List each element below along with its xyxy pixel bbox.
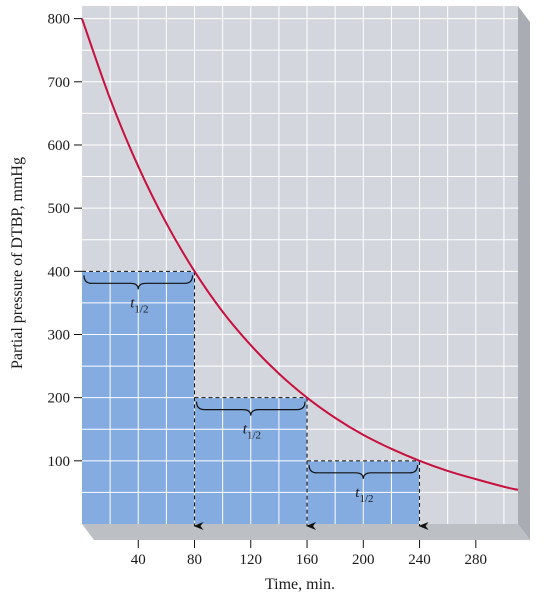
decay-curve [81,18,519,491]
half-life-brace-1 [83,275,194,290]
y-tick-label: 300 [48,327,71,343]
y-tick-label: 600 [48,138,71,154]
axis-ticks: 100 200 300 400 500 600 700 800 40 80 120 160 200 240… [48,12,488,568]
x-tick-label: 40 [131,552,146,568]
half-life-subscript-2: 1/2 [247,430,261,442]
half-life-guides [82,270,429,530]
x-tick-label: 200 [352,552,375,568]
x-axis-label: Time, min. [265,576,335,593]
y-tick-label: 200 [48,391,71,407]
y-tick-label: 400 [48,264,71,280]
y-tick-label: 500 [48,201,71,217]
x-tick-label: 160 [296,552,319,568]
half-life-subscript-3: 1/2 [359,493,373,505]
gridlines [82,6,518,524]
x-tick-label: 280 [465,552,488,568]
decay-curve-line [81,18,519,491]
half-life-subscript-1: 1/2 [134,303,148,315]
y-tick-label: 800 [48,12,71,28]
y-axis-label: Partial pressure of DTBP, mmHg [9,157,26,369]
y-tick-label: 100 [48,454,71,470]
y-tick-label: 700 [48,75,71,91]
x-tick-label: 80 [187,552,202,568]
plot-depth-bottom [82,524,530,540]
x-tick-label: 240 [408,552,431,568]
half-life-brace-3 [308,464,419,479]
x-tick-label: 120 [240,552,263,568]
plot-depth-side [518,6,530,540]
